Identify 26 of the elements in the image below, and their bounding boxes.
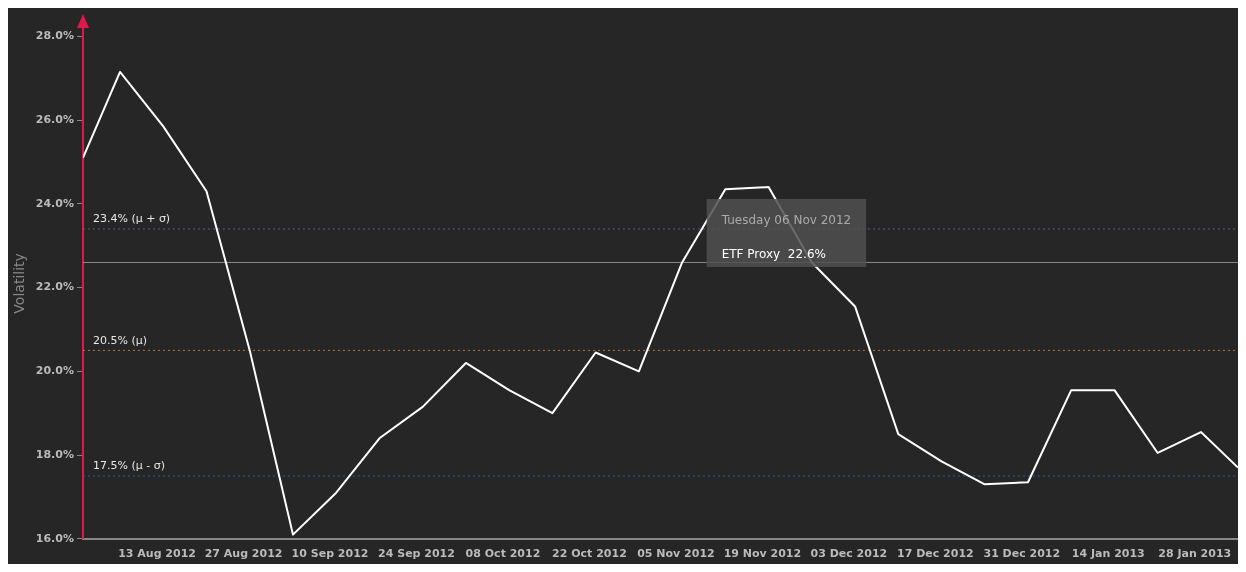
y-tick-label: 18.0% bbox=[35, 447, 74, 461]
y-tick-label: 26.0% bbox=[35, 112, 74, 126]
annotation: ETF Proxy 22.6% bbox=[721, 247, 826, 262]
x-tick-label: 27 Aug 2012 bbox=[204, 547, 283, 561]
x-tick-label: 08 Oct 2012 bbox=[465, 547, 541, 561]
x-tick-label: 05 Nov 2012 bbox=[637, 547, 715, 561]
ref-line-label: 20.5% (μ) bbox=[92, 333, 147, 347]
x-tick-label: 14 Jan 2013 bbox=[1071, 547, 1145, 561]
ref-line-label: 17.5% (μ - σ) bbox=[92, 459, 165, 473]
x-tick-label: 03 Dec 2012 bbox=[810, 547, 888, 561]
x-tick-label: 24 Sep 2012 bbox=[378, 547, 455, 561]
x-tick-label: 19 Nov 2012 bbox=[723, 547, 802, 561]
y-tick-label: 24.0% bbox=[35, 196, 74, 210]
x-tick-label: 28 Jan 2013 bbox=[1158, 547, 1232, 561]
y-axis-title: Volatility bbox=[11, 253, 28, 314]
x-tick-label: 10 Sep 2012 bbox=[291, 547, 369, 561]
x-tick-label: 17 Dec 2012 bbox=[896, 547, 974, 561]
y-tick-label: 22.0% bbox=[35, 280, 74, 294]
x-tick-label: 13 Aug 2012 bbox=[118, 547, 196, 561]
y-tick-label: 28.0% bbox=[35, 29, 74, 43]
y-tick-label: 20.0% bbox=[35, 364, 74, 378]
x-tick-label: 31 Dec 2012 bbox=[983, 547, 1061, 561]
x-tick-label: 22 Oct 2012 bbox=[552, 547, 627, 561]
y-tick-label: 16.0% bbox=[35, 531, 74, 545]
ref-line-label: 23.4% (μ + σ) bbox=[92, 212, 171, 226]
annotation: Tuesday 06 Nov 2012 bbox=[720, 213, 852, 228]
